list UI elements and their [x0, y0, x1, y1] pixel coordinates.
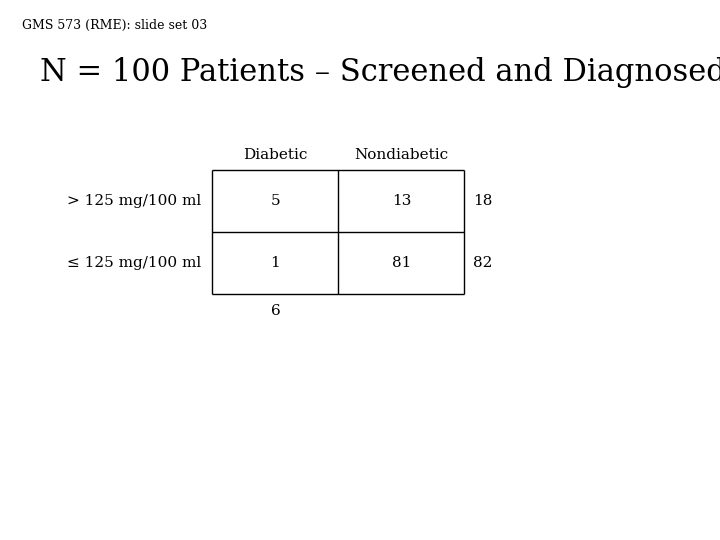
Text: 5: 5 [271, 194, 280, 208]
Text: Nondiabetic: Nondiabetic [354, 148, 449, 162]
Text: 81: 81 [392, 256, 411, 270]
Text: Diabetic: Diabetic [243, 148, 307, 162]
Text: > 125 mg/100 ml: > 125 mg/100 ml [68, 194, 202, 208]
Text: 82: 82 [473, 256, 492, 270]
Text: 6: 6 [271, 304, 280, 318]
Text: 1: 1 [271, 256, 280, 270]
Text: ≤ 125 mg/100 ml: ≤ 125 mg/100 ml [68, 256, 202, 270]
Text: 18: 18 [473, 194, 492, 208]
Text: GMS 573 (RME): slide set 03: GMS 573 (RME): slide set 03 [22, 19, 207, 32]
Text: 13: 13 [392, 194, 411, 208]
Text: N = 100 Patients – Screened and Diagnosed: N = 100 Patients – Screened and Diagnose… [40, 57, 720, 87]
